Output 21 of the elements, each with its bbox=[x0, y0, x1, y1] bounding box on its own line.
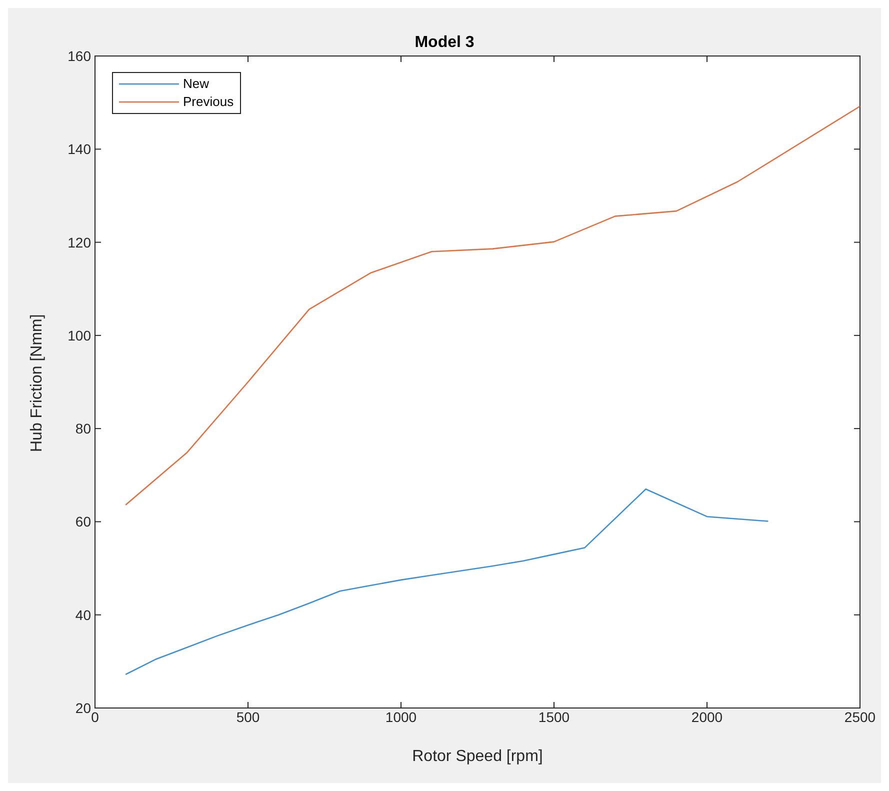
y-tick-label: 100 bbox=[68, 327, 92, 344]
line-series bbox=[124, 488, 769, 676]
x-tick-label: 2000 bbox=[691, 708, 723, 725]
legend-label: New bbox=[183, 75, 210, 93]
x-tick-label: 1000 bbox=[385, 708, 417, 725]
y-tick-label: 20 bbox=[75, 700, 92, 716]
y-tick-label: 160 bbox=[68, 48, 92, 64]
x-tick-label: 0 bbox=[91, 708, 100, 725]
x-axis-title: Rotor Speed [rpm] bbox=[412, 748, 543, 765]
x-tick-label: 1500 bbox=[538, 708, 570, 725]
y-tick-label: 80 bbox=[75, 420, 92, 437]
x-tick-label: 500 bbox=[236, 708, 260, 725]
y-tick-label: 140 bbox=[68, 141, 92, 158]
y-tick-label: 120 bbox=[68, 234, 92, 250]
y-tick-label: 40 bbox=[75, 606, 92, 623]
y-axis-title: Hub Friction [Nmm] bbox=[28, 314, 46, 452]
chart-title: Model 3 bbox=[414, 34, 474, 51]
x-tick-label: 2500 bbox=[844, 708, 876, 725]
line-series bbox=[124, 106, 860, 506]
y-tick-label: 60 bbox=[75, 514, 92, 530]
legend-label: Previous bbox=[183, 93, 234, 111]
